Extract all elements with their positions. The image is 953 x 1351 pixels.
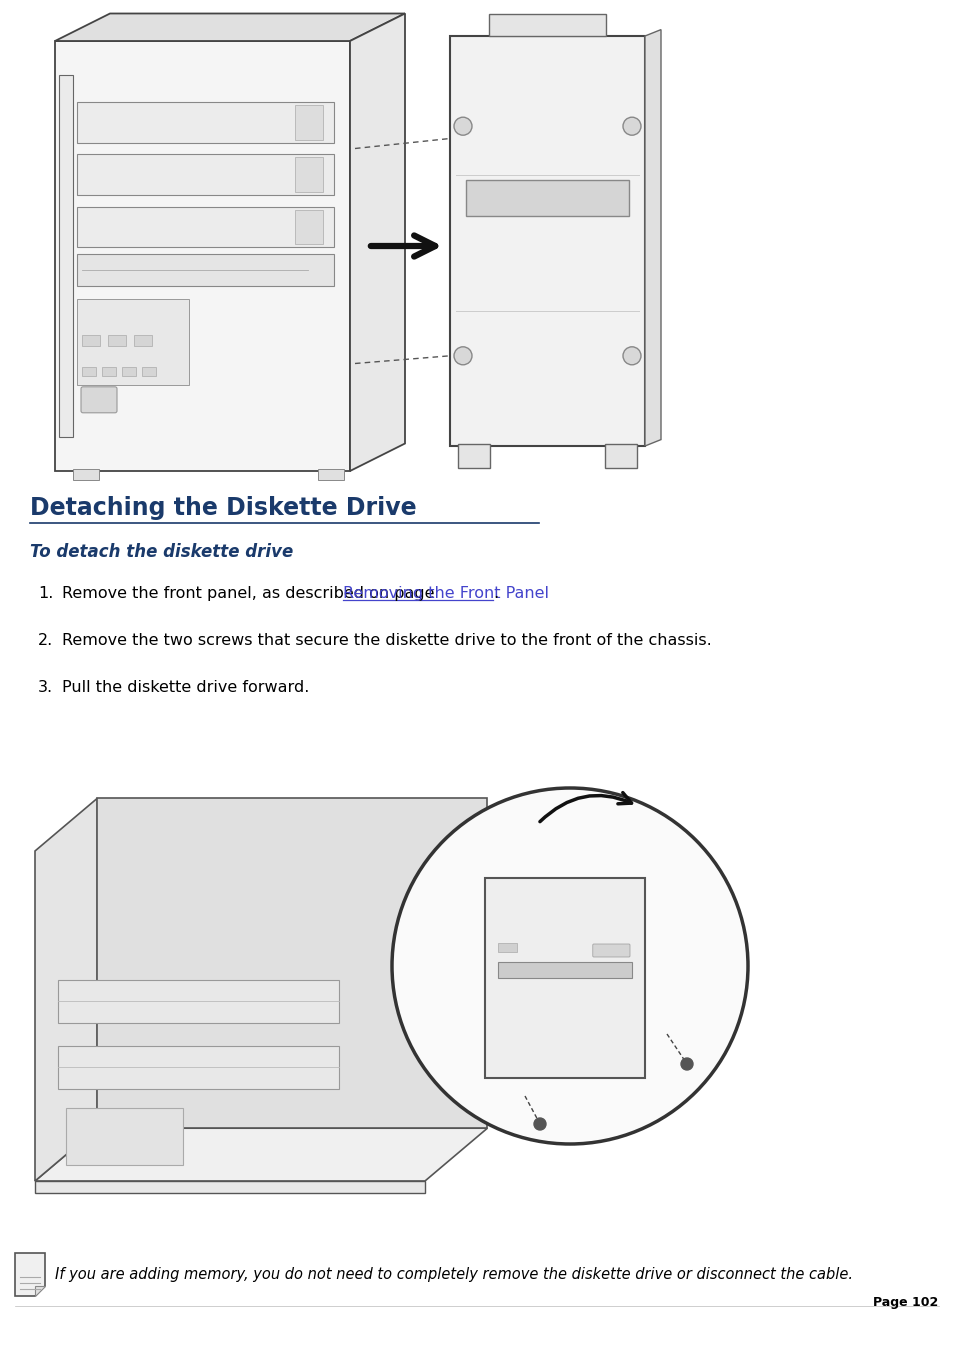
Polygon shape xyxy=(97,798,487,1128)
Text: Remove the two screws that secure the diskette drive to the front of the chassis: Remove the two screws that secure the di… xyxy=(62,634,711,648)
Bar xyxy=(55,41,350,471)
Bar xyxy=(450,36,644,446)
Bar xyxy=(497,943,517,952)
Text: If you are adding memory, you do not need to completely remove the diskette driv: If you are adding memory, you do not nee… xyxy=(55,1266,852,1282)
Bar xyxy=(294,157,323,192)
Polygon shape xyxy=(350,14,405,471)
Bar xyxy=(58,979,339,1023)
Polygon shape xyxy=(35,1286,45,1296)
FancyBboxPatch shape xyxy=(592,944,629,957)
Bar xyxy=(102,367,116,377)
Bar xyxy=(77,207,334,247)
Bar xyxy=(489,14,605,36)
Text: .: . xyxy=(493,586,497,601)
Bar xyxy=(58,1046,339,1089)
Bar xyxy=(497,962,632,978)
Bar xyxy=(108,335,126,346)
Bar xyxy=(59,76,73,436)
Polygon shape xyxy=(55,14,405,41)
Bar xyxy=(465,180,629,216)
Bar xyxy=(77,154,334,195)
Bar xyxy=(82,335,100,346)
Circle shape xyxy=(622,347,640,365)
Text: To detach the diskette drive: To detach the diskette drive xyxy=(30,543,293,561)
Text: Removing the Front Panel: Removing the Front Panel xyxy=(343,586,549,601)
Bar xyxy=(294,209,323,245)
Circle shape xyxy=(392,788,747,1144)
Bar xyxy=(77,299,189,385)
Polygon shape xyxy=(35,798,97,1181)
Circle shape xyxy=(622,118,640,135)
Bar xyxy=(66,1108,183,1165)
Bar xyxy=(457,444,490,467)
Polygon shape xyxy=(15,1252,45,1296)
Polygon shape xyxy=(35,1181,424,1193)
Bar xyxy=(73,469,99,480)
Text: 3.: 3. xyxy=(38,680,53,694)
Bar xyxy=(294,104,323,139)
Text: Detaching the Diskette Drive: Detaching the Diskette Drive xyxy=(30,496,416,520)
Circle shape xyxy=(454,118,472,135)
Bar xyxy=(82,367,96,377)
Bar xyxy=(77,254,334,286)
Bar xyxy=(317,469,344,480)
Bar xyxy=(142,367,156,377)
Bar xyxy=(484,878,644,1078)
Bar xyxy=(122,367,136,377)
Text: 2.: 2. xyxy=(38,634,53,648)
Circle shape xyxy=(680,1058,692,1070)
Circle shape xyxy=(534,1119,545,1129)
Bar xyxy=(604,444,637,467)
Bar xyxy=(77,101,334,142)
Bar xyxy=(133,335,152,346)
Text: Page 102: Page 102 xyxy=(872,1296,937,1309)
FancyBboxPatch shape xyxy=(81,386,117,413)
Text: Pull the diskette drive forward.: Pull the diskette drive forward. xyxy=(62,680,309,694)
Polygon shape xyxy=(35,1128,487,1181)
Text: 1.: 1. xyxy=(38,586,53,601)
Text: Remove the front panel, as described on page: Remove the front panel, as described on … xyxy=(62,586,439,601)
Polygon shape xyxy=(644,30,660,446)
Circle shape xyxy=(454,347,472,365)
